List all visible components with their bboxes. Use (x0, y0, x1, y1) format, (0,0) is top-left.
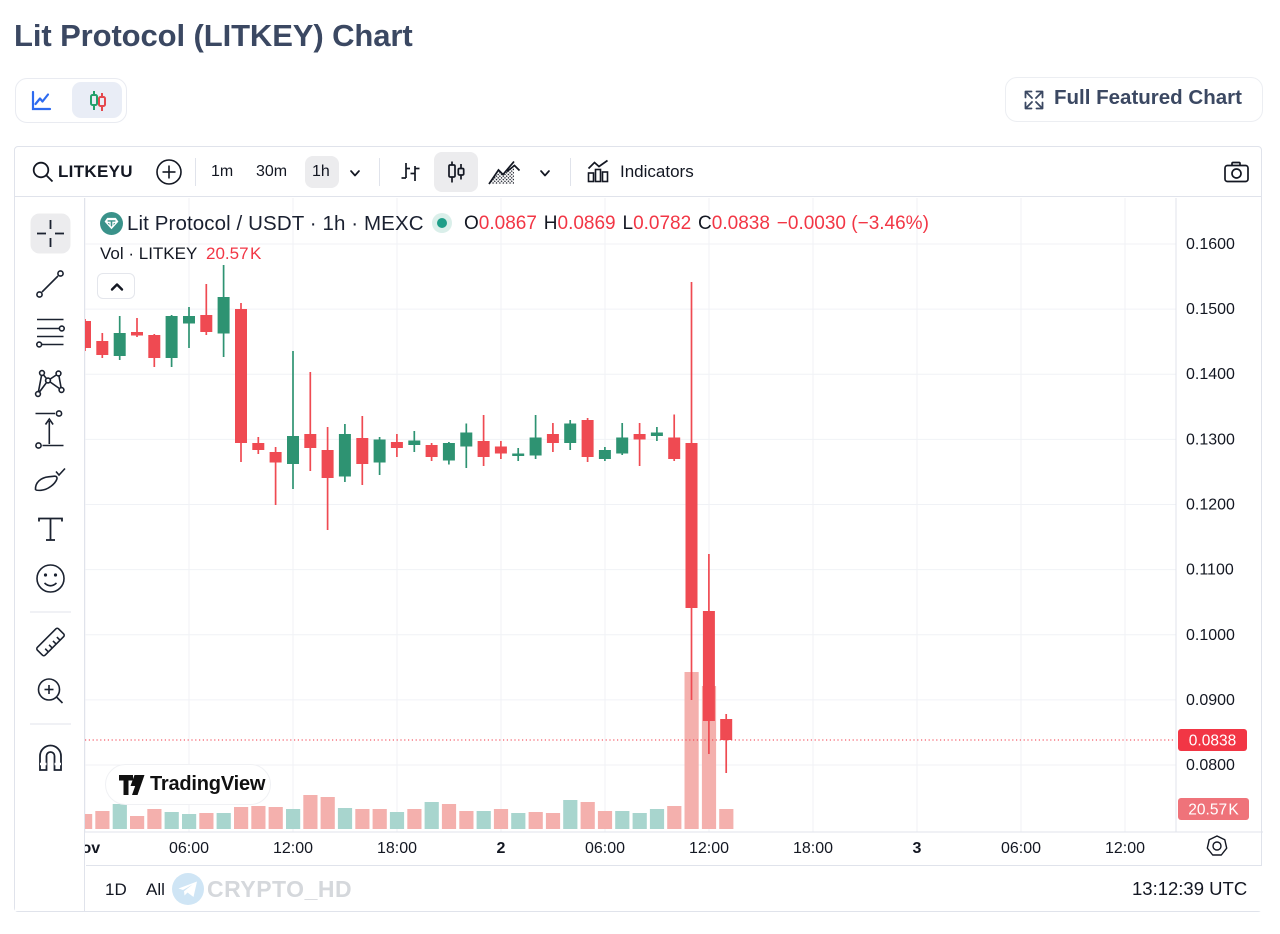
svg-text:06:00: 06:00 (1001, 840, 1041, 857)
svg-text:12:00: 12:00 (273, 840, 313, 857)
svg-text:18:00: 18:00 (377, 840, 417, 857)
svg-text:12:00: 12:00 (689, 840, 729, 857)
svg-text:0.1500: 0.1500 (1186, 301, 1235, 318)
svg-text:Nov: Nov (85, 840, 100, 857)
svg-text:0.1600: 0.1600 (1186, 236, 1235, 253)
svg-text:06:00: 06:00 (585, 840, 625, 857)
svg-text:0.0800: 0.0800 (1186, 757, 1235, 774)
svg-text:0.1000: 0.1000 (1186, 627, 1235, 644)
svg-text:0.1300: 0.1300 (1186, 431, 1235, 448)
svg-text:0.1200: 0.1200 (1186, 497, 1235, 514)
svg-text:06:00: 06:00 (169, 840, 209, 857)
svg-text:18:00: 18:00 (793, 840, 833, 857)
svg-text:0.0838: 0.0838 (1189, 733, 1236, 750)
svg-text:0.0900: 0.0900 (1186, 692, 1235, 709)
svg-text:3: 3 (913, 840, 922, 857)
svg-text:20.57 K: 20.57 K (1188, 802, 1239, 819)
svg-text:12:00: 12:00 (1105, 840, 1145, 857)
svg-text:0.1100: 0.1100 (1186, 562, 1234, 579)
svg-text:2: 2 (497, 840, 506, 857)
svg-text:0.1400: 0.1400 (1186, 366, 1235, 383)
